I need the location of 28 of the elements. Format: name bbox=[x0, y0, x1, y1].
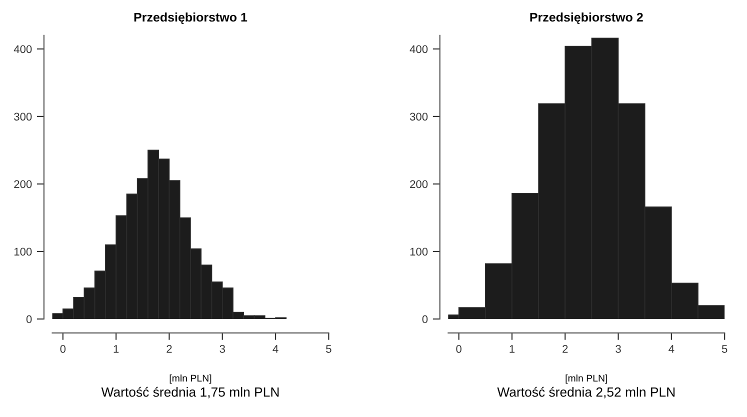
x-tick-label: 0 bbox=[60, 344, 66, 353]
x-tick-label: 3 bbox=[220, 344, 225, 353]
chart-title: Przedsiębiorstwo 2 bbox=[530, 12, 643, 24]
y-tick-label: 400 bbox=[14, 45, 32, 54]
x-tick-label: 5 bbox=[326, 345, 332, 353]
y-tick-label: 100 bbox=[410, 248, 428, 256]
y-tick-label: 200 bbox=[410, 180, 428, 188]
x-tick-label: 2 bbox=[562, 344, 568, 353]
x-tick-label: 2 bbox=[166, 344, 172, 353]
x-tick-label: 4 bbox=[668, 345, 674, 353]
y-tick-label: 100 bbox=[14, 248, 32, 256]
x-tick-label: 1 bbox=[114, 345, 119, 353]
y-tick-label: 400 bbox=[410, 45, 428, 54]
x-tick-label: 3 bbox=[616, 344, 621, 353]
chart-title: Przedsiębiorstwo 1 bbox=[134, 12, 248, 24]
y-tick-label: 300 bbox=[14, 112, 32, 121]
x-tick-label: 1 bbox=[510, 345, 515, 353]
text: Wartość średnia 2,52 mln PLN bbox=[497, 386, 675, 398]
x-tick-label: 5 bbox=[722, 345, 728, 353]
x-tick-label: 0 bbox=[456, 344, 462, 353]
x-axis-title: [mln PLN] bbox=[170, 374, 212, 384]
text: Wartość średnia 1,75 mln PLN bbox=[101, 386, 279, 398]
x-tick-label: 4 bbox=[272, 345, 278, 353]
x-axis-title: [mln PLN] bbox=[566, 374, 608, 384]
y-tick-label: 300 bbox=[410, 112, 428, 121]
y-tick-label: 0 bbox=[422, 315, 428, 324]
y-tick-label: 0 bbox=[26, 315, 32, 324]
y-tick-label: 200 bbox=[14, 180, 32, 188]
